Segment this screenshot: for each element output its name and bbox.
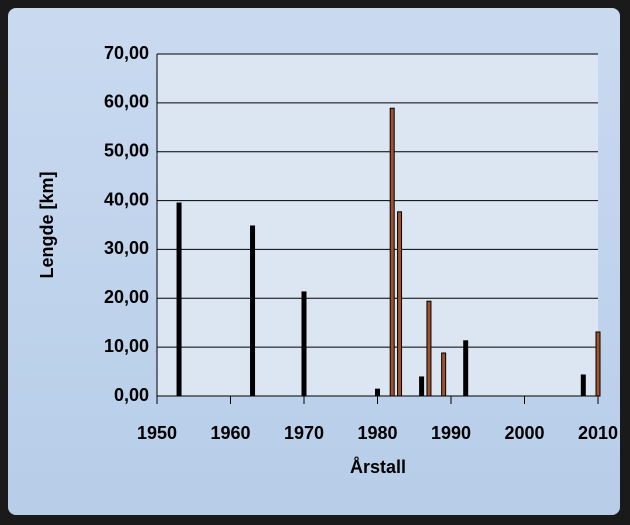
x-tick-label: 1950: [137, 423, 177, 443]
x-tick-label: 2010: [578, 423, 618, 443]
y-tick-label: 10,00: [104, 336, 149, 356]
y-tick-label: 70,00: [104, 43, 149, 63]
bar: [441, 352, 447, 397]
bar: [595, 331, 601, 397]
plot-area: [157, 54, 598, 396]
bar: [580, 374, 586, 397]
bar: [463, 340, 469, 397]
y-tick-label: 0,00: [114, 385, 149, 405]
y-tick-label: 40,00: [104, 189, 149, 209]
bar: [397, 211, 403, 397]
bar: [375, 388, 380, 397]
x-tick-label: 1960: [210, 423, 250, 443]
bar: [250, 225, 256, 397]
y-tick-label: 20,00: [104, 287, 149, 307]
x-tick-label: 1980: [357, 423, 397, 443]
bar: [301, 291, 307, 397]
bar: [426, 300, 432, 397]
x-axis-label: Årstall: [350, 457, 406, 477]
y-tick-label: 60,00: [104, 92, 149, 112]
bar: [419, 376, 425, 397]
x-tick-label: 1990: [431, 423, 471, 443]
bar: [389, 107, 395, 397]
y-tick-label: 50,00: [104, 140, 149, 160]
y-tick-label: 30,00: [104, 238, 149, 258]
bar: [176, 202, 182, 397]
x-tick-label: 1970: [284, 423, 324, 443]
x-tick-label: 2000: [504, 423, 544, 443]
y-axis-label: Lengde [km]: [37, 171, 57, 278]
